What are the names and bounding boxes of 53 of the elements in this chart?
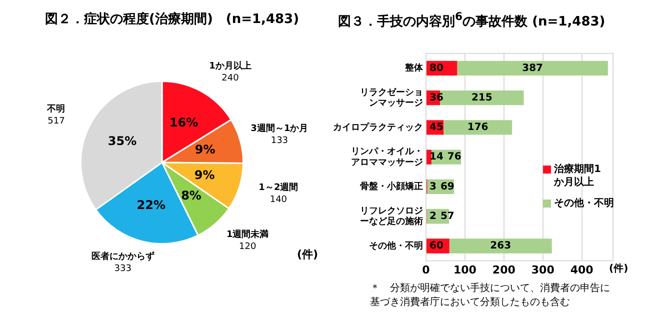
data-label: 3 [430, 181, 436, 192]
bar [449, 238, 552, 254]
data-label: 263 [490, 240, 512, 252]
data-label: 2 [430, 210, 436, 222]
data-label: 80 [430, 62, 444, 74]
text: 22% [136, 198, 166, 212]
y-tick-label: リンパ・オイル・アロママッサージ [351, 147, 423, 168]
legend-label: 治療期間1か月以上 [553, 163, 601, 188]
data-label: 240 [222, 74, 240, 84]
bar [444, 120, 512, 135]
x-tick-label: 0 [422, 263, 430, 276]
x-tick-label: 300 [531, 263, 555, 276]
data-label: 176 [467, 122, 488, 134]
data-label: 133 [270, 136, 288, 146]
data-label: 517 [48, 116, 65, 127]
slice-label: 3週間～1か月 [250, 123, 308, 134]
chart-title: 図２．症状の程度(治療期間) (n=1,483) [45, 10, 300, 28]
y-tick-label: 骨盤・小顔矯正 [360, 181, 423, 192]
data-label: 45 [430, 122, 444, 134]
data-label: 76 [447, 152, 462, 163]
slice-label: 不明 [46, 104, 66, 115]
legend-label: その他・不明 [554, 197, 614, 210]
x-tick-label: 400 [570, 263, 594, 276]
bar [457, 60, 608, 76]
data-label: 120 [239, 242, 256, 252]
data-label: 333 [114, 264, 132, 274]
slice-label: 医者にかからず [91, 250, 154, 262]
x-tick-label: 100 [453, 263, 477, 276]
data-label: 60 [430, 240, 444, 252]
x-axis-title: (件) [609, 262, 628, 274]
data-label: 57 [440, 210, 454, 222]
chart-title: 図３．手技の内容別$^{6}$の事故件数 (n=1,483) [338, 10, 606, 30]
data-label: 140 [270, 194, 288, 205]
y-tick-label: 整体 [404, 62, 424, 74]
slice-label: 1か月以上 [209, 60, 252, 72]
y-tick-label: リフレクソロジーなど足の施術 [360, 206, 423, 228]
text: 16% [169, 116, 198, 130]
text: 9% [194, 168, 215, 182]
text: 8% [181, 188, 202, 202]
slice-label: 1～2週間 [258, 182, 298, 193]
x-tick-label: 200 [492, 263, 516, 276]
data-label: 69 [440, 181, 454, 192]
bar [426, 150, 432, 164]
text: 35% [108, 134, 137, 148]
data-label: 387 [522, 62, 544, 74]
y-tick-label: カイロプラクティック [333, 122, 423, 133]
data-label: 215 [471, 92, 492, 104]
y-tick-label: リラクゼーションマッサージ [360, 86, 423, 109]
text: 9% [194, 142, 216, 157]
text: (件) [296, 248, 318, 261]
y-tick-label: その他・不明 [369, 240, 423, 252]
slice-label: 1週間未満 [226, 228, 269, 240]
text: ＊ 分類が明確でない手技について、消費者の申告に基づき消費者庁において分類したものも含む [370, 282, 610, 310]
